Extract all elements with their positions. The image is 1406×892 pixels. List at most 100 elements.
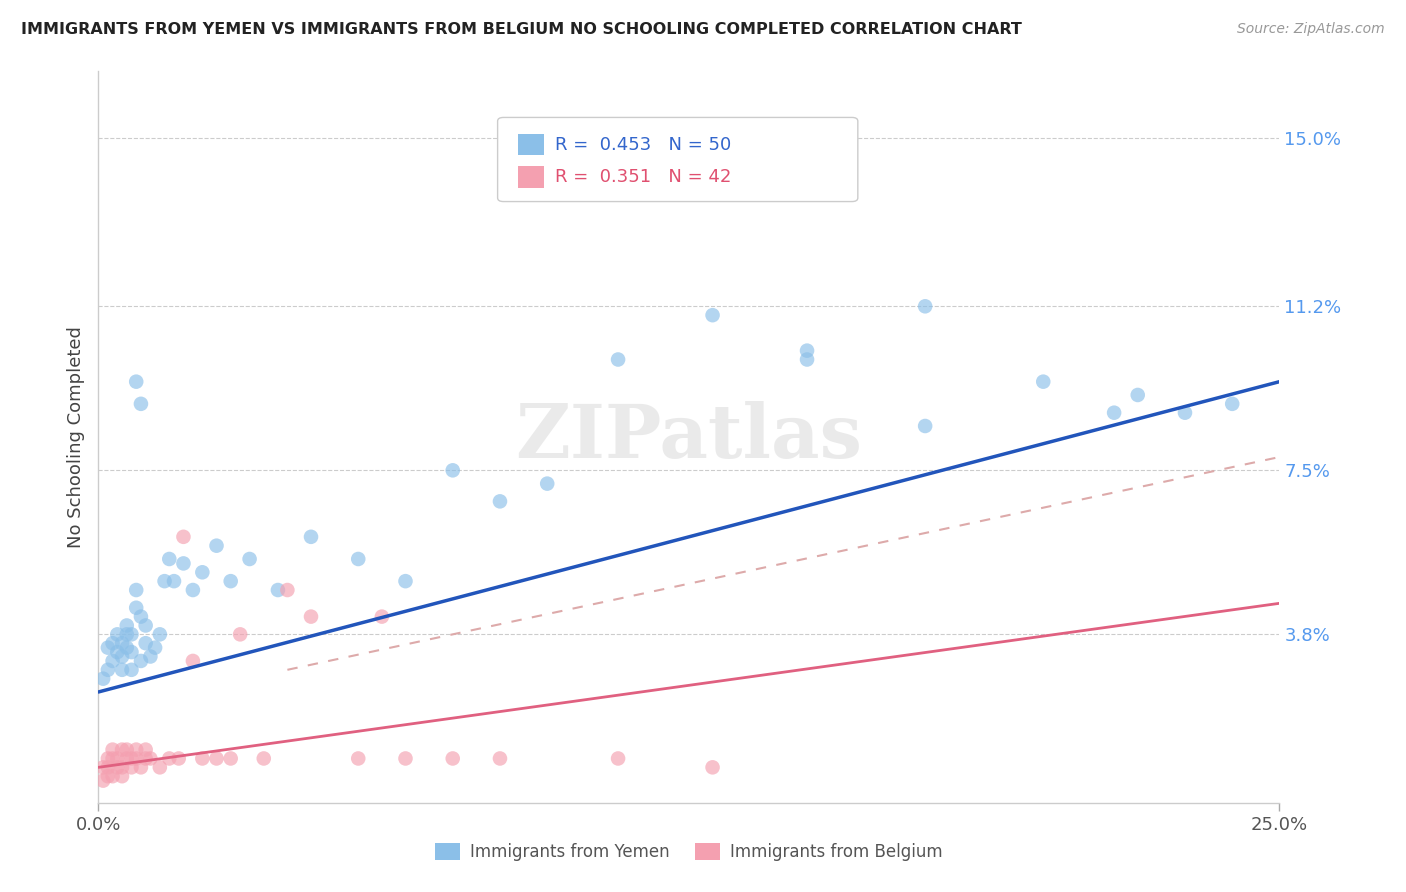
- Point: [205, 539, 228, 553]
- Point: [914, 299, 936, 313]
- Point: [702, 308, 724, 322]
- Point: [299, 609, 322, 624]
- Point: [394, 574, 416, 589]
- Point: [135, 751, 157, 765]
- Point: [191, 566, 214, 580]
- Text: Source: ZipAtlas.com: Source: ZipAtlas.com: [1237, 22, 1385, 37]
- Point: [121, 751, 143, 765]
- Point: [129, 654, 152, 668]
- Point: [111, 760, 134, 774]
- Point: [111, 663, 134, 677]
- Point: [121, 645, 143, 659]
- Point: [607, 352, 630, 367]
- Point: [143, 640, 166, 655]
- Point: [181, 582, 204, 597]
- Point: [111, 636, 134, 650]
- Point: [219, 751, 242, 765]
- Point: [1032, 375, 1054, 389]
- Point: [135, 636, 157, 650]
- Point: [914, 419, 936, 434]
- Text: R =  0.453   N = 50: R = 0.453 N = 50: [555, 136, 731, 153]
- Point: [796, 352, 818, 367]
- Point: [129, 397, 152, 411]
- Point: [441, 751, 464, 765]
- Point: [101, 636, 124, 650]
- Point: [135, 742, 157, 756]
- Point: [149, 627, 172, 641]
- Point: [125, 375, 148, 389]
- Point: [129, 609, 152, 624]
- Point: [267, 582, 290, 597]
- Point: [1126, 388, 1149, 402]
- Point: [172, 557, 194, 571]
- Point: [125, 742, 148, 756]
- Point: [172, 530, 194, 544]
- Point: [115, 627, 138, 641]
- Text: ZIPatlas: ZIPatlas: [516, 401, 862, 474]
- Point: [489, 751, 512, 765]
- Point: [125, 600, 148, 615]
- Point: [129, 760, 152, 774]
- Point: [97, 663, 120, 677]
- Point: [105, 751, 128, 765]
- Point: [276, 582, 298, 597]
- Point: [253, 751, 276, 765]
- Point: [167, 751, 190, 765]
- Point: [115, 751, 138, 765]
- Point: [91, 773, 114, 788]
- Legend: Immigrants from Yemen, Immigrants from Belgium: Immigrants from Yemen, Immigrants from B…: [429, 836, 949, 868]
- Point: [191, 751, 214, 765]
- Point: [91, 672, 114, 686]
- Point: [101, 769, 124, 783]
- Point: [607, 751, 630, 765]
- Point: [101, 654, 124, 668]
- Point: [97, 769, 120, 783]
- Point: [181, 654, 204, 668]
- Point: [239, 552, 262, 566]
- Text: IMMIGRANTS FROM YEMEN VS IMMIGRANTS FROM BELGIUM NO SCHOOLING COMPLETED CORRELAT: IMMIGRANTS FROM YEMEN VS IMMIGRANTS FROM…: [21, 22, 1022, 37]
- Point: [101, 742, 124, 756]
- Point: [347, 552, 370, 566]
- Point: [91, 760, 114, 774]
- Point: [149, 760, 172, 774]
- FancyBboxPatch shape: [517, 167, 544, 188]
- Point: [796, 343, 818, 358]
- Point: [157, 552, 180, 566]
- Point: [97, 760, 120, 774]
- Point: [97, 640, 120, 655]
- Point: [115, 640, 138, 655]
- Point: [441, 463, 464, 477]
- Point: [125, 751, 148, 765]
- Point: [1102, 406, 1125, 420]
- Point: [157, 751, 180, 765]
- Point: [163, 574, 186, 589]
- Point: [489, 494, 512, 508]
- Point: [139, 649, 162, 664]
- Point: [219, 574, 242, 589]
- Point: [105, 760, 128, 774]
- Point: [125, 582, 148, 597]
- Point: [115, 742, 138, 756]
- Point: [97, 751, 120, 765]
- Point: [153, 574, 176, 589]
- Point: [111, 769, 134, 783]
- Point: [347, 751, 370, 765]
- FancyBboxPatch shape: [498, 118, 858, 202]
- Point: [121, 663, 143, 677]
- Y-axis label: No Schooling Completed: No Schooling Completed: [66, 326, 84, 548]
- Point: [1220, 397, 1243, 411]
- Point: [111, 649, 134, 664]
- Point: [139, 751, 162, 765]
- Point: [229, 627, 252, 641]
- Point: [299, 530, 322, 544]
- Point: [105, 627, 128, 641]
- Point: [111, 742, 134, 756]
- Point: [205, 751, 228, 765]
- Point: [105, 645, 128, 659]
- Point: [101, 751, 124, 765]
- Point: [135, 618, 157, 632]
- FancyBboxPatch shape: [517, 134, 544, 155]
- Text: R =  0.351   N = 42: R = 0.351 N = 42: [555, 169, 733, 186]
- Point: [536, 476, 558, 491]
- Point: [121, 627, 143, 641]
